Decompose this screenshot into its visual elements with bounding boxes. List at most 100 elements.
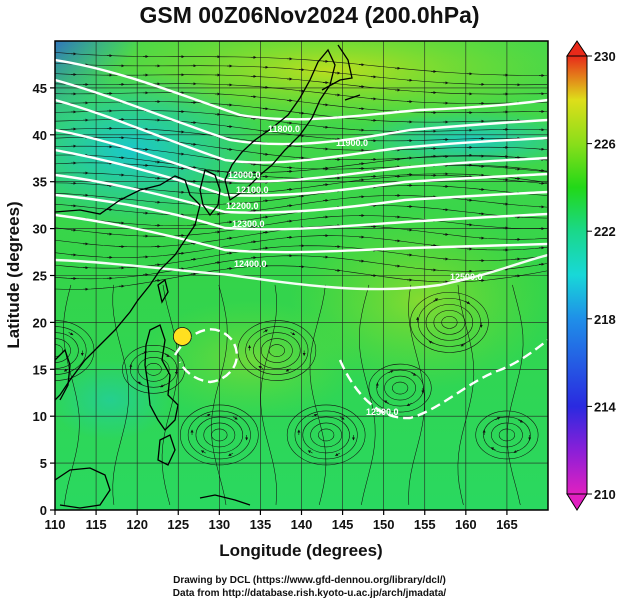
streamline — [260, 284, 277, 505]
colorbar-scale — [566, 55, 588, 495]
height-contour — [55, 173, 548, 214]
colorbar: 210 214 218 222 226 230 — [566, 40, 616, 511]
x-tick-label: 150 — [373, 517, 395, 532]
x-tick-label: 120 — [126, 517, 148, 532]
vortex-streamline — [253, 332, 301, 369]
vortex-streamline — [180, 404, 259, 466]
y-tick-label: 40 — [33, 128, 47, 143]
wind-arrow — [388, 370, 394, 374]
wind-arrow — [406, 402, 412, 406]
coastline-philippines — [144, 324, 179, 466]
wind-arrow — [63, 368, 69, 372]
vortex-streamline — [425, 304, 474, 341]
coastline-new-guinea — [199, 494, 251, 506]
vortex-streamline — [441, 316, 458, 329]
streamline — [63, 284, 80, 505]
wind-arrow — [383, 400, 389, 404]
height-contour — [55, 193, 548, 231]
streamline — [55, 73, 548, 95]
wind-arrow — [411, 372, 417, 376]
contour-label: 11800.0 — [268, 124, 300, 134]
coastlines — [55, 44, 361, 509]
vortex-streamline — [203, 422, 236, 448]
wind-arrow — [137, 381, 143, 385]
y-tick-label: 0 — [40, 503, 47, 518]
height-contour — [55, 213, 548, 254]
streamline — [55, 195, 548, 216]
x-tick-label: 115 — [86, 517, 107, 532]
streamline — [506, 284, 524, 505]
wind-arrow — [490, 447, 496, 451]
y-tick-label: 35 — [33, 175, 47, 190]
wind-arrow — [513, 449, 519, 453]
y-tick-label: 15 — [33, 362, 47, 377]
colorbar-tick-label: 222 — [594, 224, 616, 239]
vortex-streamline — [260, 338, 293, 363]
y-tick-label: 30 — [33, 222, 47, 237]
contour-label: 12500.0 — [450, 272, 483, 282]
height-contour — [173, 328, 238, 384]
streamline — [55, 215, 548, 237]
streamline — [211, 284, 228, 505]
height-contour — [55, 98, 548, 164]
vortex-streamline — [318, 428, 335, 442]
x-tick-label: 110 — [45, 517, 66, 532]
contour-label: 12100.0 — [236, 185, 269, 195]
wind-arrow — [428, 340, 434, 344]
cool-region-northeast — [350, 110, 548, 170]
wind-arrow — [495, 417, 501, 421]
y-axis-label: Latitude (degrees) — [4, 201, 23, 348]
wind-arrow — [433, 298, 439, 302]
vortex-streamline — [384, 375, 416, 401]
coastline-korea — [199, 169, 221, 217]
contour-labels: 11800.0 11900.0 12000.0 12100.0 12200.0 … — [226, 124, 483, 417]
vortex-streamline — [417, 298, 481, 347]
vortex-streamline — [129, 351, 178, 388]
vortex-streamline — [294, 410, 358, 460]
colorbar-tick-label: 226 — [594, 137, 616, 152]
x-tick-label: 135 — [250, 517, 272, 532]
typhoon-center-marker — [172, 327, 192, 346]
y-tick-label: 5 — [40, 456, 47, 471]
vortex-streamline — [491, 422, 523, 448]
coastline-hokkaido-sakhalin — [321, 44, 361, 101]
streamline — [55, 235, 548, 258]
height-contour — [338, 339, 548, 420]
height-contour — [55, 253, 548, 291]
wind-arrow — [312, 414, 318, 418]
vortex-streamline — [195, 416, 244, 454]
x-tick-label: 145 — [332, 517, 354, 532]
streamline — [55, 175, 548, 194]
contour-label: 12400.0 — [234, 259, 267, 269]
warm-region-center — [140, 300, 360, 420]
wind-arrow — [307, 450, 313, 454]
x-tick-label: 140 — [291, 517, 313, 532]
wind-arrow — [518, 419, 524, 423]
map-plot-area: 11800.0 11900.0 12000.0 12100.0 12200.0 … — [55, 41, 548, 510]
contour-label: 11900.0 — [336, 138, 368, 148]
vortex-streamline — [410, 292, 489, 353]
streamline — [55, 145, 548, 172]
y-tick-label: 45 — [33, 81, 47, 96]
x-tick-label: 165 — [496, 517, 518, 532]
x-tick-label: 125 — [167, 517, 189, 532]
x-tick-label: 155 — [414, 517, 436, 532]
streamline — [359, 284, 376, 505]
colorbar-tick-label: 214 — [594, 399, 616, 414]
vortex-streamline — [302, 416, 350, 454]
vortex-streamline — [245, 326, 309, 375]
wind-arrow — [200, 450, 206, 454]
contour-label: 12200.0 — [226, 201, 259, 211]
x-axis: 110 115 120 125 130 135 140 145 150 155 160 165 — [45, 510, 518, 532]
coastline-vietnam — [55, 348, 71, 401]
vortex-streamline — [368, 363, 432, 413]
coastline-asia-mainland — [55, 175, 201, 401]
vortex-streamline — [310, 422, 343, 448]
vortex-streamline — [187, 410, 251, 460]
coastline-japan — [224, 48, 336, 202]
contour-label: 12300.0 — [232, 219, 265, 229]
colorbar-max-triangle — [566, 40, 588, 57]
vortex-streamline — [498, 428, 515, 442]
x-tick-label: 160 — [455, 517, 477, 532]
wind-arrow — [68, 332, 74, 336]
